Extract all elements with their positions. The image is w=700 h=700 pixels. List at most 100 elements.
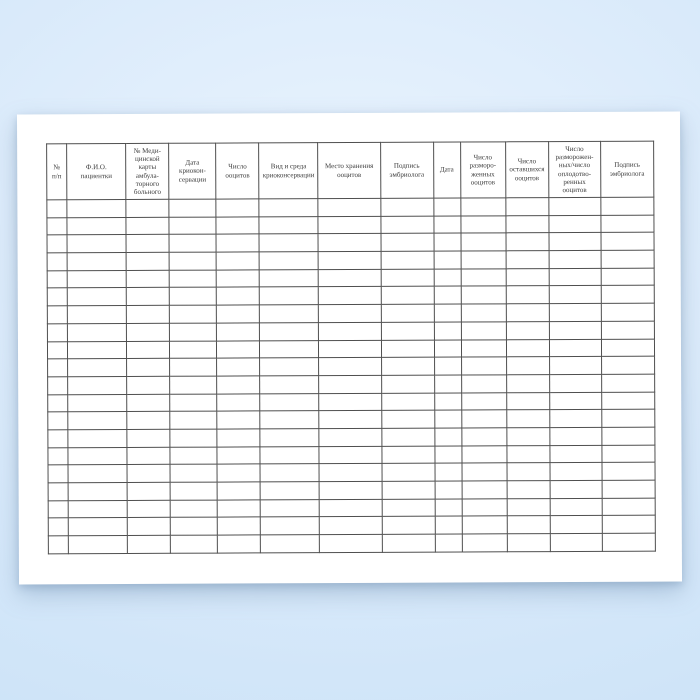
table-cell-remaining-oocyte-count — [506, 480, 550, 499]
column-header-thawed-oocyte-count: Число разморо- женных ооцитов — [460, 141, 506, 199]
column-header-oocyte-count: Число ооцитов — [215, 142, 260, 200]
table-cell-thawed-vs-fertilized-count — [549, 409, 602, 428]
table-cell-embryologist-signature-1 — [380, 198, 434, 217]
table-cell-thawed-vs-fertilized-count — [549, 515, 603, 534]
table-cell-thawed-vs-fertilized-count — [549, 338, 602, 357]
table-cell-thawed-oocyte-count — [461, 392, 507, 411]
table-cell-thawed-vs-fertilized-count — [549, 480, 602, 499]
table-cell-oocyte-count — [216, 375, 261, 394]
table-cell-embryologist-signature-1 — [380, 233, 434, 252]
table-cell-oocyte-storage-location — [318, 322, 381, 341]
table-cell-outpatient-card-number — [126, 252, 170, 271]
table-cell-oocyte-storage-location — [318, 304, 381, 323]
table-cell-cryopreservation-type-medium — [260, 481, 320, 500]
table-cell-row-number — [47, 270, 68, 289]
table-cell-outpatient-card-number — [127, 517, 171, 536]
table-cell-embryologist-signature-2 — [602, 515, 656, 534]
table-cell-row-number — [47, 288, 68, 306]
table-cell-patient-name — [68, 482, 128, 501]
table-cell-thawed-oocyte-count — [460, 233, 506, 252]
table-cell-cryopreservation-date — [169, 199, 217, 217]
table-cell-outpatient-card-number — [126, 393, 170, 412]
table-cell-row-number — [47, 394, 68, 413]
table-cell-thawed-oocyte-count — [460, 303, 507, 322]
column-header-cryopreservation-date: Дата криокон- сервации — [168, 143, 217, 200]
table-cell-oocyte-count — [217, 411, 261, 430]
table-cell-embryologist-signature-2 — [601, 462, 656, 481]
table-cell-oocyte-storage-location — [319, 463, 382, 482]
table-cell-oocyte-storage-location — [319, 534, 382, 553]
table-cell-oocyte-storage-location — [319, 375, 382, 394]
table-cell-oocyte-count — [216, 305, 260, 323]
table-cell-cryopreservation-type-medium — [259, 216, 319, 235]
table-cell-remaining-oocyte-count — [505, 286, 550, 304]
table-cell-thaw-date — [434, 481, 462, 499]
table-cell-embryologist-signature-1 — [380, 321, 435, 340]
table-cell-cryopreservation-type-medium — [259, 251, 319, 270]
table-cell-thawed-vs-fertilized-count — [550, 533, 603, 552]
table-cell-remaining-oocyte-count — [506, 462, 550, 481]
table-cell-cryopreservation-date — [170, 482, 218, 500]
table-cell-thawed-oocyte-count — [461, 357, 507, 375]
table-cell-oocyte-storage-location — [319, 499, 382, 518]
table-cell-cryopreservation-date — [169, 216, 217, 235]
table-cell-oocyte-storage-location — [318, 286, 381, 305]
table-cell-oocyte-storage-location — [319, 481, 382, 500]
table-cell-embryologist-signature-1 — [381, 375, 435, 393]
table-cell-row-number — [47, 235, 68, 253]
table-cell-cryopreservation-type-medium — [259, 287, 319, 306]
table-cell-thawed-vs-fertilized-count — [549, 374, 602, 393]
table-cell-remaining-oocyte-count — [505, 303, 550, 322]
table-cell-cryopreservation-date — [170, 517, 218, 536]
table-cell-remaining-oocyte-count — [506, 321, 550, 340]
table-cell-thawed-vs-fertilized-count — [549, 498, 603, 517]
table-cell-thaw-date — [434, 339, 462, 358]
table-cell-thawed-oocyte-count — [461, 427, 507, 446]
table-cell-cryopreservation-type-medium — [260, 428, 320, 447]
table-cell-cryopreservation-date — [170, 429, 218, 447]
table-cell-row-number — [47, 376, 68, 395]
table-cell-oocyte-storage-location — [318, 233, 381, 252]
table-cell-embryologist-signature-2 — [601, 497, 656, 516]
table-cell-patient-name — [67, 411, 127, 430]
table-cell-outpatient-card-number — [126, 234, 170, 253]
table-cell-embryologist-signature-2 — [601, 356, 655, 375]
table-cell-cryopreservation-type-medium — [260, 463, 320, 482]
table-cell-cryopreservation-type-medium — [259, 269, 319, 288]
table-cell-thawed-oocyte-count — [460, 215, 506, 234]
table-cell-outpatient-card-number — [126, 376, 170, 395]
column-header-row-number: № п/п — [46, 143, 67, 200]
table-cell-embryologist-signature-1 — [380, 304, 434, 323]
table-cell-thaw-date — [434, 427, 462, 446]
table-cell-embryologist-signature-2 — [600, 214, 654, 233]
table-cell-oocyte-count — [216, 216, 260, 235]
table-cell-outpatient-card-number — [125, 199, 170, 218]
table-cell-oocyte-count — [216, 322, 260, 341]
table-cell-embryologist-signature-2 — [601, 285, 655, 304]
table-cell-thawed-vs-fertilized-count — [548, 285, 602, 304]
table-row — [48, 533, 656, 554]
table-cell-embryologist-signature-1 — [380, 251, 434, 270]
table-cell-oocyte-count — [216, 251, 260, 270]
table-cell-remaining-oocyte-count — [505, 215, 549, 234]
table-cell-embryologist-signature-2 — [601, 374, 655, 392]
table-cell-thawed-vs-fertilized-count — [549, 391, 602, 410]
table-cell-oocyte-count — [216, 198, 260, 217]
table-cell-cryopreservation-date — [169, 340, 217, 359]
table-cell-patient-name — [67, 287, 127, 306]
table-cell-cryopreservation-date — [169, 322, 217, 341]
table-cell-embryologist-signature-2 — [601, 427, 655, 446]
table-cell-cryopreservation-date — [170, 464, 218, 483]
table-cell-thawed-oocyte-count — [460, 197, 506, 216]
table-cell-remaining-oocyte-count — [505, 233, 549, 251]
table-cell-thaw-date — [433, 304, 461, 322]
table-cell-cryopreservation-type-medium — [259, 357, 320, 376]
table-cell-embryologist-signature-1 — [380, 286, 434, 305]
table-cell-embryologist-signature-1 — [381, 534, 435, 553]
table-cell-oocyte-storage-location — [319, 428, 382, 447]
table-cell-oocyte-storage-location — [319, 445, 382, 464]
table-cell-cryopreservation-date — [169, 252, 217, 271]
table-cell-thawed-oocyte-count — [460, 250, 506, 269]
table-cell-row-number — [47, 447, 69, 466]
table-cell-patient-name — [67, 305, 127, 324]
